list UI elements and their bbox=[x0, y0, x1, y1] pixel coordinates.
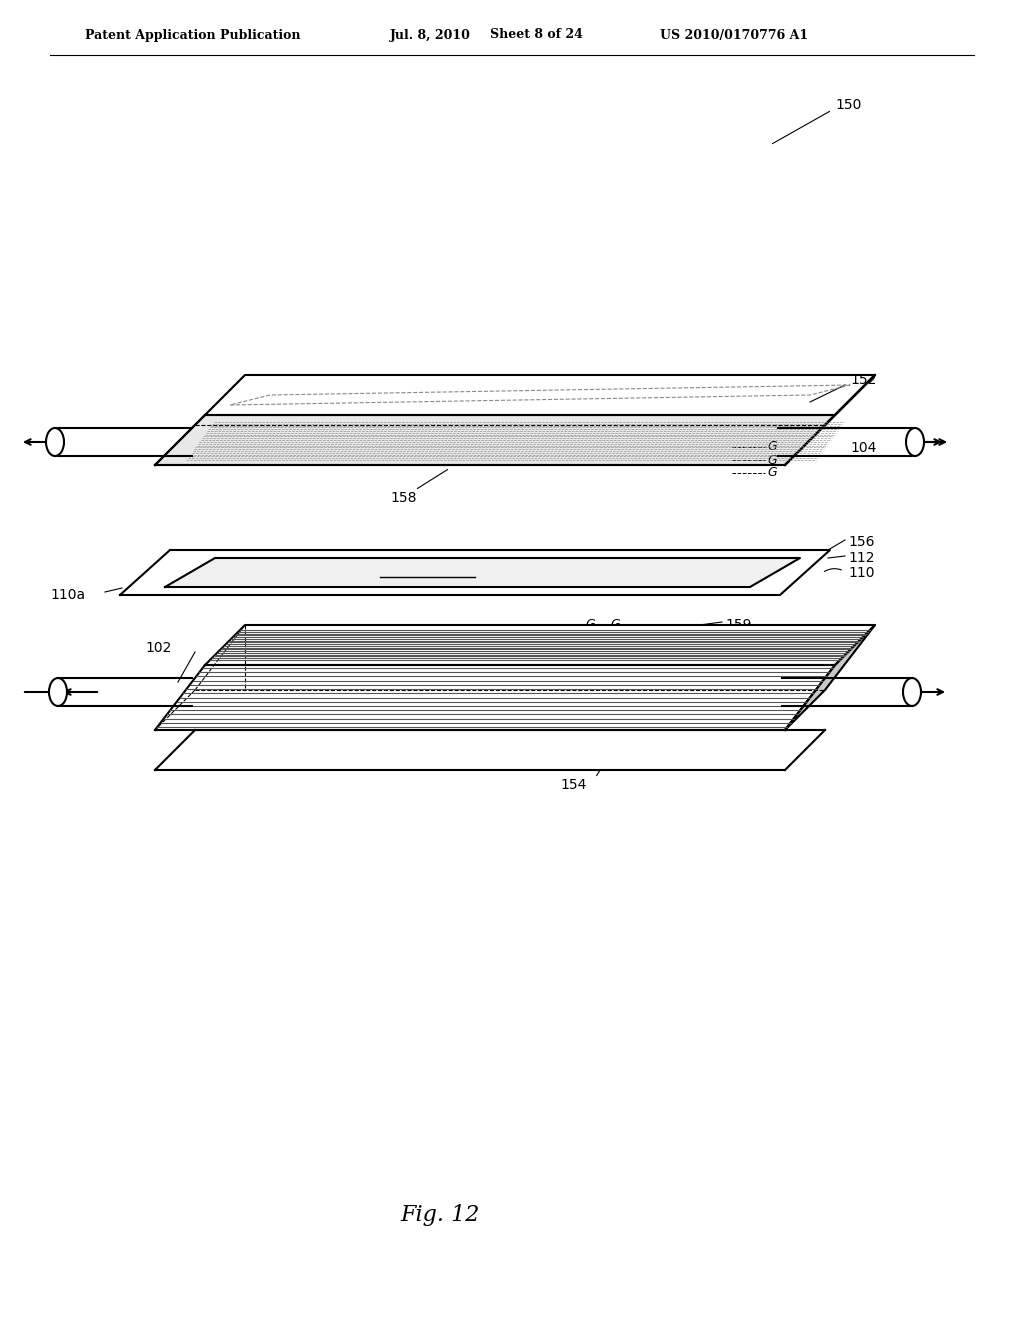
Polygon shape bbox=[120, 550, 830, 595]
Polygon shape bbox=[155, 730, 825, 770]
Text: Jul. 8, 2010: Jul. 8, 2010 bbox=[390, 29, 471, 41]
Text: 112: 112 bbox=[848, 550, 874, 565]
Text: 154: 154 bbox=[560, 777, 587, 792]
Text: 158: 158 bbox=[390, 491, 417, 506]
Text: G: G bbox=[767, 454, 776, 466]
Text: 104: 104 bbox=[850, 441, 877, 455]
Polygon shape bbox=[205, 624, 874, 665]
Polygon shape bbox=[155, 414, 835, 465]
Ellipse shape bbox=[903, 678, 921, 706]
Text: US 2010/0170776 A1: US 2010/0170776 A1 bbox=[660, 29, 808, 41]
Polygon shape bbox=[165, 558, 800, 587]
Text: 152: 152 bbox=[850, 374, 877, 387]
Text: G: G bbox=[610, 619, 620, 631]
Text: G: G bbox=[767, 441, 776, 454]
Text: 110a: 110a bbox=[50, 587, 85, 602]
Text: Patent Application Publication: Patent Application Publication bbox=[85, 29, 300, 41]
Text: G: G bbox=[767, 466, 776, 479]
Ellipse shape bbox=[906, 428, 924, 455]
Text: 156: 156 bbox=[848, 535, 874, 549]
Text: Fig. 12: Fig. 12 bbox=[400, 1204, 479, 1226]
Polygon shape bbox=[785, 624, 874, 730]
Text: 112a: 112a bbox=[380, 561, 419, 576]
Text: 102: 102 bbox=[145, 642, 171, 655]
Polygon shape bbox=[785, 375, 874, 465]
Polygon shape bbox=[155, 665, 835, 730]
Polygon shape bbox=[205, 375, 874, 414]
Text: Sheet 8 of 24: Sheet 8 of 24 bbox=[490, 29, 583, 41]
Text: 150: 150 bbox=[835, 98, 861, 112]
Ellipse shape bbox=[46, 428, 63, 455]
Text: 159: 159 bbox=[725, 618, 752, 632]
Text: G: G bbox=[585, 619, 595, 631]
Ellipse shape bbox=[49, 678, 67, 706]
Text: 110: 110 bbox=[848, 566, 874, 579]
